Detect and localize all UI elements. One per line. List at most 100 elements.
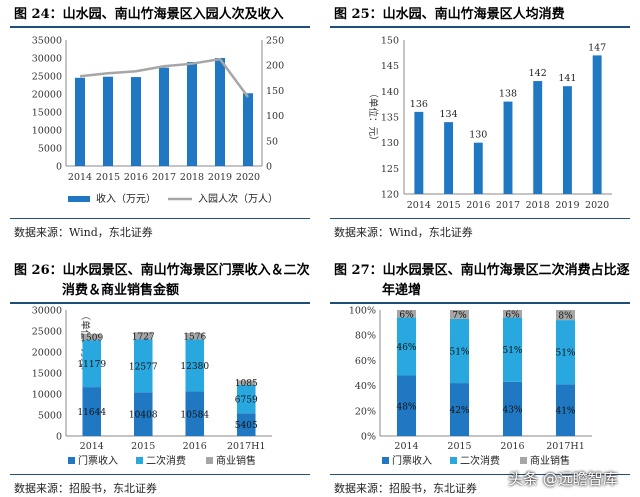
chart2-bar [414, 111, 424, 194]
chart3-bar-segment [133, 392, 153, 436]
chart4-data-label: 42% [449, 406, 469, 416]
chart3-bar-segment [82, 340, 102, 388]
chart3-data-label: 5405 [235, 421, 258, 431]
chart1-line [79, 57, 250, 98]
chart1-svg: 0 5000 10000 15000 20000 25000 30000 35000 0 50 10… [32, 36, 284, 206]
chart4-bar-segment [449, 310, 470, 319]
chart2-data-label: 134 [440, 109, 458, 120]
chart3-xtick: 2016 [183, 441, 207, 452]
chart1-title-rule [10, 26, 310, 28]
chart2-xtick: 2016 [466, 200, 490, 211]
chart2-ylabel: （单位：元） [367, 88, 379, 145]
chart4-xtick: 2015 [447, 441, 471, 452]
chart3-xtick: 2014 [80, 441, 104, 452]
chart2-ytick: 140 [381, 87, 399, 98]
chart4-bar-segment [555, 310, 576, 321]
chart3-bar-segment [185, 391, 205, 436]
chart1-bar [214, 58, 226, 166]
chart4-ytick: 60% [355, 356, 376, 367]
chart4-data-label: 6% [505, 310, 520, 320]
chart3-ytick: 0 [56, 432, 62, 443]
chart1-legend-swatch-bar [68, 196, 90, 202]
chart4-data-label: 43% [502, 405, 522, 415]
chart3-data-label: 10408 [129, 411, 158, 421]
chart1-ytick-left: 20000 [32, 90, 62, 101]
chart4-ytick: 20% [355, 406, 376, 417]
chart3-legend-label: 二次消费 [146, 454, 186, 467]
chart3-ytick: 10000 [32, 390, 62, 401]
chart4-source: 数据来源：招股书，东北证券 [334, 482, 477, 495]
chart4-xtick: 2016 [500, 441, 524, 452]
chart4-legend-label: 门票收入 [392, 454, 432, 467]
chart1-ytick-left: 35000 [32, 36, 62, 47]
chart4-bar-segment [502, 310, 523, 318]
chart2-title-rule [330, 26, 630, 28]
chart2-xtick: 2019 [555, 200, 579, 211]
chart2-bar [562, 86, 572, 194]
chart2-data-label: 130 [469, 130, 487, 141]
chart4-legend-swatch [450, 457, 457, 464]
chart4-bar-segment [396, 375, 417, 436]
chart2-xtick: 2017 [496, 200, 520, 211]
chart1-bottom-rule [10, 218, 310, 219]
chart2-xtick: 2020 [585, 200, 609, 211]
chart4-title-line1: 图 27：山水园景区、南山竹海景区二次消费占比逐 [334, 263, 630, 278]
chart3-legend-swatch [136, 457, 143, 464]
chart4-title-line2: 年递增 [382, 283, 422, 298]
chart4-bar-segment [555, 320, 576, 385]
chart1-bar [158, 67, 170, 166]
chart1-bar [242, 93, 254, 166]
chart4-data-label: 46% [396, 343, 416, 353]
chart1-ytick-right: 250 [266, 36, 284, 47]
chart3-data-label: 6759 [235, 396, 258, 406]
chart3-ytick: 5000 [38, 411, 62, 422]
chart4-ytick: 100% [349, 306, 376, 317]
chart3-data-label: 11644 [77, 408, 106, 418]
chart2-data-label: 141 [558, 73, 576, 84]
chart2-ytick: 150 [381, 36, 399, 47]
chart3-source: 数据来源：招股书，东北证券 [14, 482, 157, 495]
chart3-data-label: 10584 [180, 410, 209, 420]
chart3-ytick: 15000 [32, 369, 62, 380]
chart2-data-label: 147 [588, 42, 606, 53]
chart3-data-label: 1576 [183, 333, 206, 343]
chart1-xtick: 2018 [180, 172, 204, 183]
chart4-data-label: 51% [449, 347, 469, 357]
chart4-bar-segment [396, 317, 417, 376]
chart1-ytick-left: 0 [56, 162, 62, 173]
chart3-data-label: 1727 [132, 332, 155, 342]
chart3-data-label: 11179 [77, 360, 106, 370]
chart4-title-rule [330, 302, 630, 304]
chart1-ytick-left: 10000 [32, 126, 62, 137]
chart4-ytick: 40% [355, 381, 376, 392]
chart1-ytick-left: 30000 [32, 54, 62, 65]
chart3-bar-segment [82, 387, 102, 436]
chart4-xtick: 2017H1 [546, 441, 585, 452]
chart4-legend-swatch [520, 457, 527, 464]
chart4-bar-segment [396, 310, 417, 318]
chart4-legend-label: 二次消费 [460, 454, 500, 467]
chart2-bar [473, 142, 483, 194]
chart4-legend-swatch [382, 457, 389, 464]
chart1-legend-label: 收入（万元） [96, 192, 156, 205]
chart3-bar-segment [133, 339, 153, 393]
chart1-bar [130, 77, 142, 166]
chart3-bottom-rule [10, 474, 310, 475]
chart3-ytick: 30000 [32, 306, 62, 317]
chart1-xtick: 2017 [152, 172, 176, 183]
chart1-xtick: 2014 [68, 172, 92, 183]
chart3-bar-segment [133, 332, 153, 340]
chart3-title-line2: 消费＆商业销售金额 [62, 283, 180, 298]
chart1-ytick-right: 150 [266, 86, 284, 97]
chart1-xtick: 2016 [124, 172, 148, 183]
chart1-bar [102, 76, 114, 166]
chart1-ytick-left: 5000 [38, 144, 62, 155]
chart1-xtick: 2015 [96, 172, 120, 183]
chart2-title: 图 25：山水园、南山竹海景区人均消费 [334, 7, 565, 22]
chart2-bar [444, 122, 454, 194]
chart4-bar-segment [449, 383, 470, 436]
chart3-legend-swatch [206, 457, 213, 464]
chart4-data-label: 48% [396, 402, 416, 412]
chart1-bar [186, 61, 198, 166]
chart2-xtick: 2018 [526, 200, 550, 211]
